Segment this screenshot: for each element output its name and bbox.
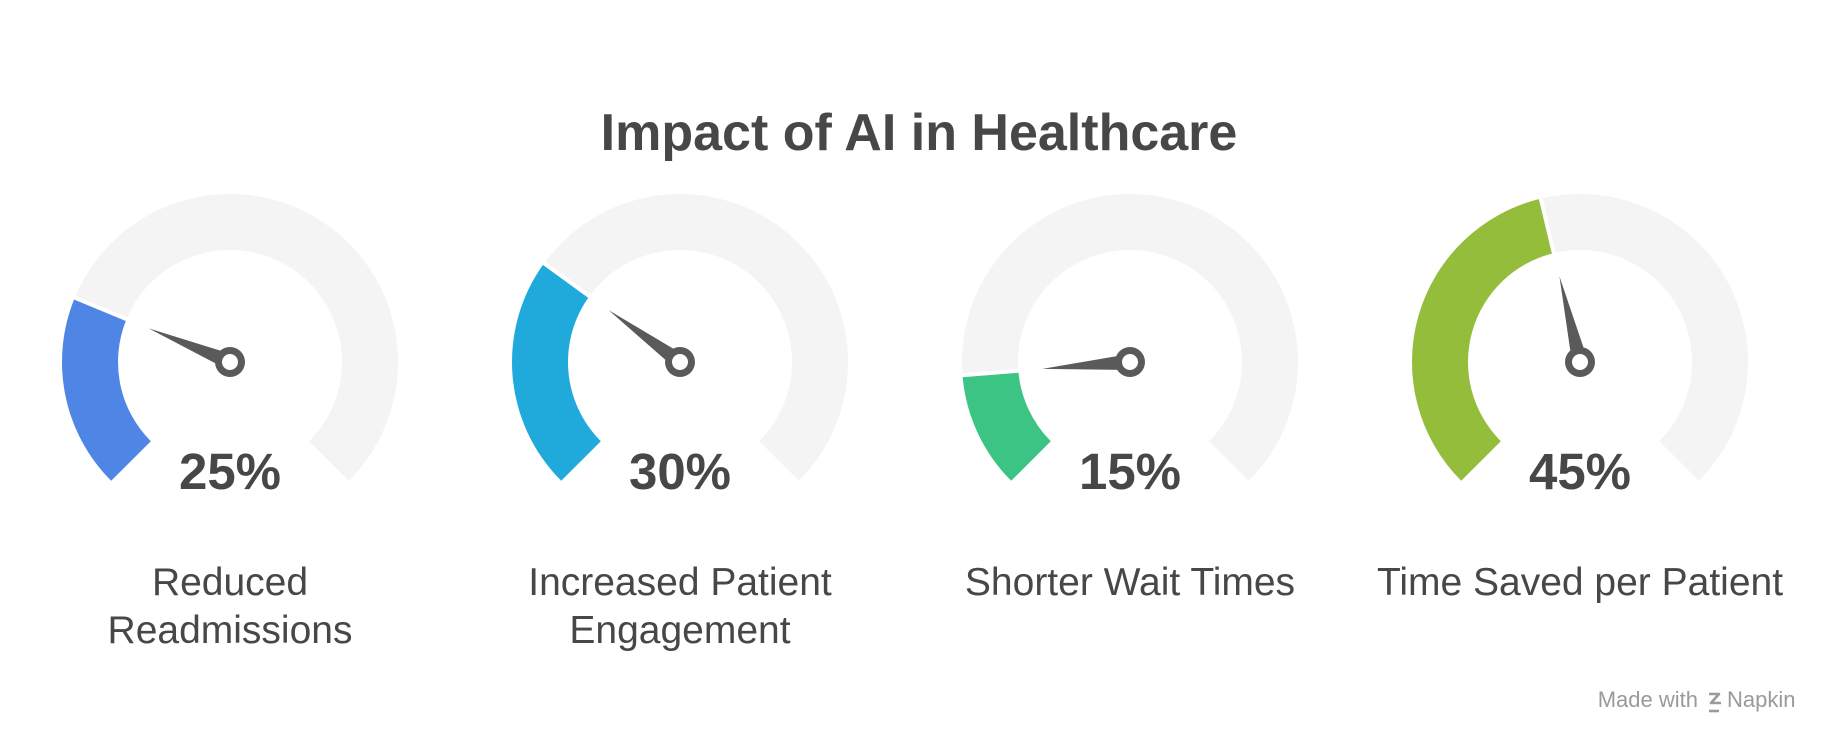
gauge-needle xyxy=(1042,354,1131,370)
gauge-track xyxy=(961,194,1298,481)
gauge-needle xyxy=(148,328,234,370)
gauge-2: 30% Increased Patient Engagement xyxy=(511,194,848,652)
footer-watermark: Made with Napkin xyxy=(1598,687,1795,713)
gauge-needle-hub-center xyxy=(1122,354,1138,370)
gauges-group: 25% Reduced Readmissions 30% Increased Patie… xyxy=(62,193,1783,652)
gauge-label-line: Increased Patient xyxy=(528,561,832,604)
gauge-track xyxy=(62,194,399,481)
gauge-separator xyxy=(72,295,130,322)
gauge-needle-hub-center xyxy=(222,354,238,370)
gauge-label-line: Shorter Wait Times xyxy=(965,561,1295,604)
gauge-needle xyxy=(1559,276,1588,364)
gauge-percentage: 15% xyxy=(1079,443,1181,500)
gauge-separator xyxy=(541,260,593,299)
gauge-percentage: 45% xyxy=(1529,443,1631,500)
gauge-separator xyxy=(960,368,1021,378)
gauge-label-line: Engagement xyxy=(569,609,790,652)
napkin-logo-icon xyxy=(1709,692,1721,713)
gauge-value-arc xyxy=(1411,198,1554,481)
gauge-needle xyxy=(608,310,685,369)
gauge-needle-hub-center xyxy=(1572,354,1588,370)
gauge-3: 15% Shorter Wait Times xyxy=(960,194,1298,604)
gauge-4: 45% Time Saved per Patient xyxy=(1377,193,1783,604)
gauge-label-line: Reduced xyxy=(152,561,308,604)
gauge-percentage: 30% xyxy=(629,443,731,500)
made-with-text: Made with xyxy=(1598,687,1698,712)
gauge-value-arc xyxy=(962,370,1051,481)
gauge-needle-hub-center xyxy=(672,354,688,370)
gauge-1: 25% Reduced Readmissions xyxy=(62,194,399,652)
napkin-brand-text: Napkin xyxy=(1727,687,1795,712)
gauge-track xyxy=(511,194,848,481)
gauge-separator xyxy=(1538,196,1557,256)
gauge-value-arc xyxy=(62,297,151,481)
gauge-label-line: Readmissions xyxy=(108,609,353,652)
gauge-label-line: Time Saved per Patient xyxy=(1377,561,1783,604)
chart-title: Impact of AI in Healthcare xyxy=(601,104,1238,162)
gauge-value-arc xyxy=(512,263,601,481)
gauge-percentage: 25% xyxy=(179,443,281,500)
